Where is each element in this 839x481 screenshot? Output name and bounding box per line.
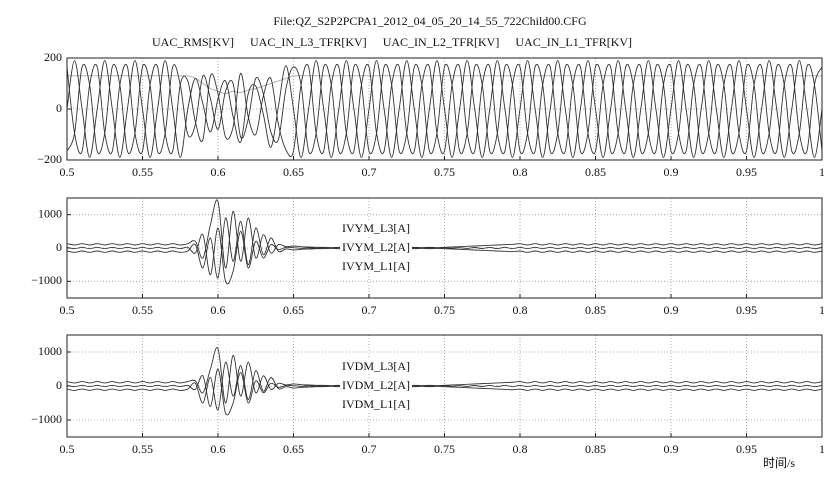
x-tick-label: 0.95 — [736, 442, 757, 456]
legend-label: IVYM_L1[A] — [342, 259, 410, 273]
x-tick-label: 0.9 — [664, 165, 679, 179]
x-tick-label: 0.7 — [362, 165, 377, 179]
series-line — [67, 368, 822, 416]
x-tick-label: 1 — [819, 442, 825, 456]
x-tick-label: 0.95 — [736, 165, 757, 179]
x-tick-label: 0.7 — [362, 303, 377, 317]
legend-label: IVYM_L3[A] — [342, 221, 410, 235]
x-tick-label: 0.65 — [283, 165, 304, 179]
legend-label: IVYM_L2[A] — [342, 240, 410, 254]
legend-label: UAC_RMS[KV] — [152, 35, 234, 49]
x-tick-label: 0.55 — [132, 165, 153, 179]
y-tick-label: 200 — [44, 50, 62, 64]
legend-background — [340, 239, 412, 254]
series-line — [67, 63, 822, 155]
series-line — [67, 199, 822, 269]
x-tick-label: 0.75 — [434, 303, 455, 317]
legend-background — [340, 220, 412, 235]
legend-label: UAC_IN_L3_TFR[KV] — [250, 35, 367, 49]
x-tick-label: 0.7 — [362, 442, 377, 456]
x-tick-label: 0.85 — [585, 303, 606, 317]
y-tick-label: 0 — [56, 378, 62, 392]
x-tick-label: 0.5 — [60, 303, 75, 317]
y-tick-label: 1000 — [38, 344, 62, 358]
series-line — [67, 217, 822, 279]
legend-background — [340, 377, 412, 392]
x-tick-label: 0.75 — [434, 442, 455, 456]
x-tick-label: 0.55 — [132, 303, 153, 317]
x-tick-label: 0.6 — [211, 165, 226, 179]
plot-area — [67, 347, 822, 416]
x-axis-label: 时间/s — [763, 456, 795, 470]
x-tick-label: 0.6 — [211, 442, 226, 456]
axes-frame — [66, 197, 823, 299]
legend-background — [340, 358, 412, 373]
x-tick-label: 0.9 — [664, 442, 679, 456]
x-tick-label: 0.5 — [60, 442, 75, 456]
legend-label: IVDM_L3[A] — [342, 359, 410, 373]
y-tick-label: −1000 — [31, 412, 62, 426]
x-tick-label: 1 — [819, 303, 825, 317]
series-line — [67, 361, 822, 411]
x-tick-label: 0.75 — [434, 165, 455, 179]
y-tick-label: 1000 — [38, 206, 62, 220]
y-tick-label: −1000 — [31, 273, 62, 287]
x-tick-label: 0.8 — [513, 165, 528, 179]
legend-label: IVDM_L1[A] — [342, 397, 410, 411]
plot-area — [67, 60, 822, 158]
legend-label: UAC_IN_L1_TFR[KV] — [515, 35, 632, 49]
x-tick-label: 0.85 — [585, 165, 606, 179]
x-tick-label: 0.9 — [664, 303, 679, 317]
y-tick-label: 0 — [56, 101, 62, 115]
x-tick-label: 0.85 — [585, 442, 606, 456]
series-line — [67, 63, 822, 158]
series-line — [67, 227, 822, 285]
legend-label: IVDM_L2[A] — [342, 378, 410, 392]
axes-frame — [66, 57, 823, 161]
x-tick-label: 0.6 — [211, 303, 226, 317]
legend-background — [340, 258, 412, 273]
chart-title: File:QZ_S2P2PCPA1_2012_04_05_20_14_55_72… — [273, 14, 587, 28]
x-tick-label: 0.65 — [283, 303, 304, 317]
x-tick-label: 0.55 — [132, 442, 153, 456]
series-line — [67, 60, 822, 158]
x-tick-label: 0.8 — [513, 442, 528, 456]
x-tick-label: 1 — [819, 165, 825, 179]
y-tick-label: 0 — [56, 240, 62, 254]
axes-frame — [66, 334, 823, 438]
legend-background — [340, 396, 412, 411]
series-line — [67, 347, 822, 404]
x-tick-label: 0.95 — [736, 303, 757, 317]
x-tick-label: 0.65 — [283, 442, 304, 456]
plot-area — [67, 199, 822, 285]
x-tick-label: 0.8 — [513, 303, 528, 317]
x-tick-label: 0.5 — [60, 165, 75, 179]
legend-label: UAC_IN_L2_TFR[KV] — [383, 35, 500, 49]
y-tick-label: −200 — [37, 152, 62, 166]
series-line — [67, 75, 822, 95]
